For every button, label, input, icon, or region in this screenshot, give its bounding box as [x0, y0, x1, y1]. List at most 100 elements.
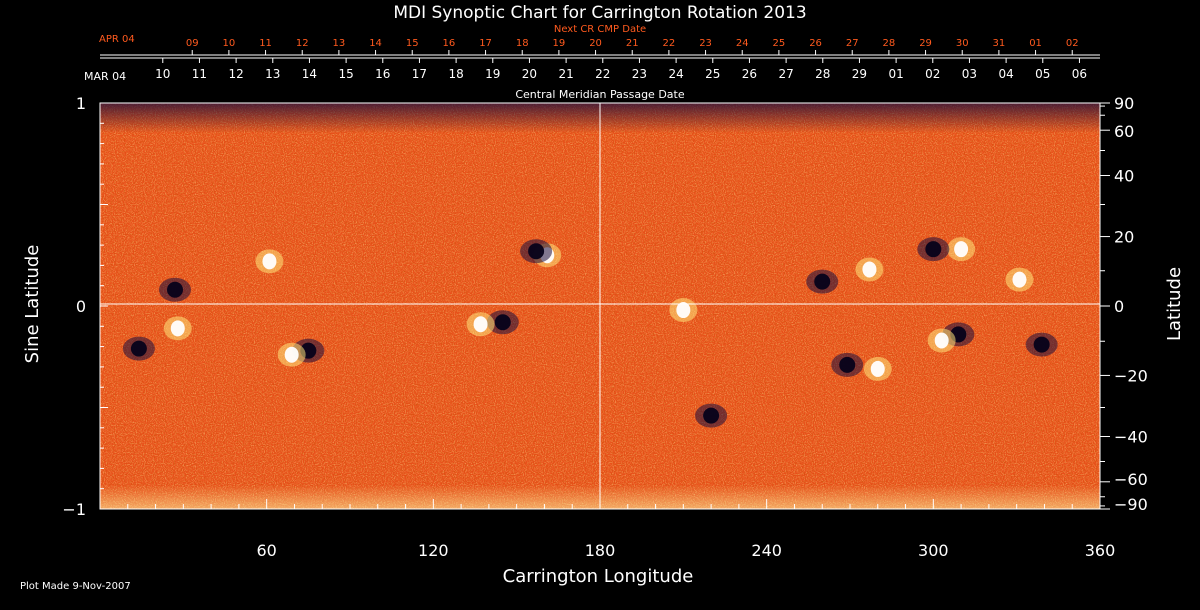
next-cmp-date-label: 09 — [186, 38, 199, 49]
y-right-tick-label: 20 — [1114, 228, 1134, 247]
negative-polarity-region — [1033, 336, 1050, 353]
positive-polarity-region — [284, 346, 299, 363]
y-left-tick-label: 0 — [76, 297, 86, 316]
next-cmp-start-label: APR 04 — [99, 34, 135, 45]
y-right-tick-label: 0 — [1114, 297, 1124, 316]
next-cmp-date-label: 23 — [699, 38, 712, 49]
y-right-axis-ticks: 90 60 40 20 0 −20 −40 −60 −90 — [1100, 94, 1148, 514]
cmp-date-label: 21 — [558, 67, 573, 81]
next-cmp-date-label: 31 — [993, 38, 1006, 49]
next-cmp-date-label: 19 — [553, 38, 566, 49]
negative-polarity-region — [528, 243, 545, 260]
negative-polarity-region — [814, 273, 831, 290]
next-cmp-date-label: 22 — [663, 38, 676, 49]
negative-polarity-region — [839, 356, 856, 373]
cmp-date-label: 06 — [1072, 67, 1087, 81]
next-cmp-date-label: 02 — [1066, 38, 1079, 49]
cmp-date-label: 18 — [448, 67, 463, 81]
cmp-date-label: 23 — [632, 67, 647, 81]
x-tick-label: 240 — [751, 541, 782, 560]
y-right-tick-label: −20 — [1114, 366, 1148, 385]
positive-polarity-region — [862, 261, 877, 278]
cmp-date-label: 25 — [705, 67, 720, 81]
positive-polarity-region — [170, 320, 185, 337]
next-cmp-date-label: 24 — [736, 38, 749, 49]
x-axis-label: Carrington Longitude — [503, 566, 694, 587]
cmp-date-axis: 06 05 04 03 02 01 29 28 27 26 25 24 23 22 21 20 19 18 17 16… — [100, 57, 1100, 81]
next-cmp-date-label: 29 — [919, 38, 932, 49]
positive-polarity-region — [473, 316, 488, 333]
negative-polarity-region — [925, 241, 942, 258]
cmp-date-label: 04 — [998, 67, 1013, 81]
y-right-axis-label: Latitude — [1164, 267, 1185, 341]
next-cmp-date-label: 20 — [589, 38, 602, 49]
active-regions — [122, 237, 1058, 428]
next-cmp-date-label: 10 — [223, 38, 236, 49]
cmp-date-label: 03 — [962, 67, 977, 81]
cmp-date-label: 26 — [742, 67, 757, 81]
x-axis-ticks: 60 120 180 240 300 360 — [99, 499, 1116, 560]
positive-polarity-region — [1012, 271, 1027, 288]
chart-title: MDI Synoptic Chart for Carrington Rotati… — [393, 3, 806, 23]
cmp-date-label: 16 — [375, 67, 390, 81]
x-tick-label: 60 — [256, 541, 276, 560]
cmp-date-label: 02 — [925, 67, 940, 81]
next-cmp-date-label: 28 — [883, 38, 896, 49]
plot-made-note: Plot Made 9-Nov-2007 — [20, 581, 131, 592]
cmp-date-label: 11 — [192, 67, 207, 81]
y-right-tick-label: 90 — [1114, 94, 1134, 113]
positive-polarity-region — [954, 241, 969, 258]
y-right-tick-label: −60 — [1114, 470, 1148, 489]
cmp-date-label: 19 — [485, 67, 500, 81]
cmp-date-label: 13 — [265, 67, 280, 81]
negative-polarity-region — [167, 281, 183, 298]
positive-polarity-region — [870, 360, 885, 377]
cmp-date-label: 20 — [522, 67, 537, 81]
next-cmp-date-label: 25 — [773, 38, 786, 49]
y-right-tick-label: −90 — [1114, 495, 1148, 514]
next-cmp-date-label: 13 — [333, 38, 346, 49]
next-cmp-date-label: 30 — [956, 38, 969, 49]
next-cmp-date-label: 18 — [516, 38, 529, 49]
cmp-date-label: 17 — [412, 67, 427, 81]
next-cmp-date-label: 16 — [443, 38, 456, 49]
y-left-tick-label: 1 — [76, 94, 86, 113]
cmp-date-label: 01 — [888, 67, 903, 81]
next-cmp-date-label: 15 — [406, 38, 419, 49]
next-cmp-date-label: 12 — [296, 38, 309, 49]
negative-polarity-region — [494, 314, 511, 331]
y-left-axis-ticks: 1 0 −1 — [62, 94, 108, 519]
next-cmp-date-label: 17 — [479, 38, 492, 49]
next-cmp-date-label: 14 — [369, 38, 382, 49]
next-cmp-date-label: 21 — [626, 38, 639, 49]
next-cmp-date-label: 27 — [846, 38, 859, 49]
x-tick-label: 360 — [1085, 541, 1116, 560]
y-right-tick-label: 40 — [1114, 167, 1134, 186]
next-cmp-date-label: 11 — [259, 38, 272, 49]
cmp-date-label: 10 — [155, 67, 170, 81]
positive-polarity-region — [934, 332, 949, 349]
y-left-tick-label: −1 — [62, 500, 86, 519]
cmp-date-label: 29 — [852, 67, 867, 81]
cmp-date-label: 24 — [668, 67, 683, 81]
cmp-start-label: MAR 04 — [84, 70, 126, 83]
y-right-tick-label: −40 — [1114, 427, 1148, 446]
cmp-date-label: 28 — [815, 67, 830, 81]
positive-polarity-region — [676, 302, 691, 319]
y-right-tick-label: 60 — [1114, 122, 1134, 141]
cmp-date-label: 22 — [595, 67, 610, 81]
next-cmp-date-label: 26 — [809, 38, 822, 49]
positive-polarity-region — [262, 253, 277, 270]
cmp-date-label: 15 — [338, 67, 353, 81]
cmp-date-label: 05 — [1035, 67, 1050, 81]
negative-polarity-region — [703, 407, 720, 424]
next-cmp-date-label: 01 — [1029, 38, 1042, 49]
next-cmp-axis-label: Next CR CMP Date — [554, 24, 646, 35]
cmp-date-label: 27 — [778, 67, 793, 81]
next-cmp-date-axis: 02 01 31 30 29 28 27 26 25 24 23 22 21 20 19 18 17 16 15 14… — [100, 38, 1100, 56]
cmp-date-label: 12 — [228, 67, 243, 81]
cmp-date-label: 14 — [302, 67, 317, 81]
y-left-axis-label: Sine Latitude — [22, 245, 43, 364]
x-tick-label: 120 — [418, 541, 449, 560]
